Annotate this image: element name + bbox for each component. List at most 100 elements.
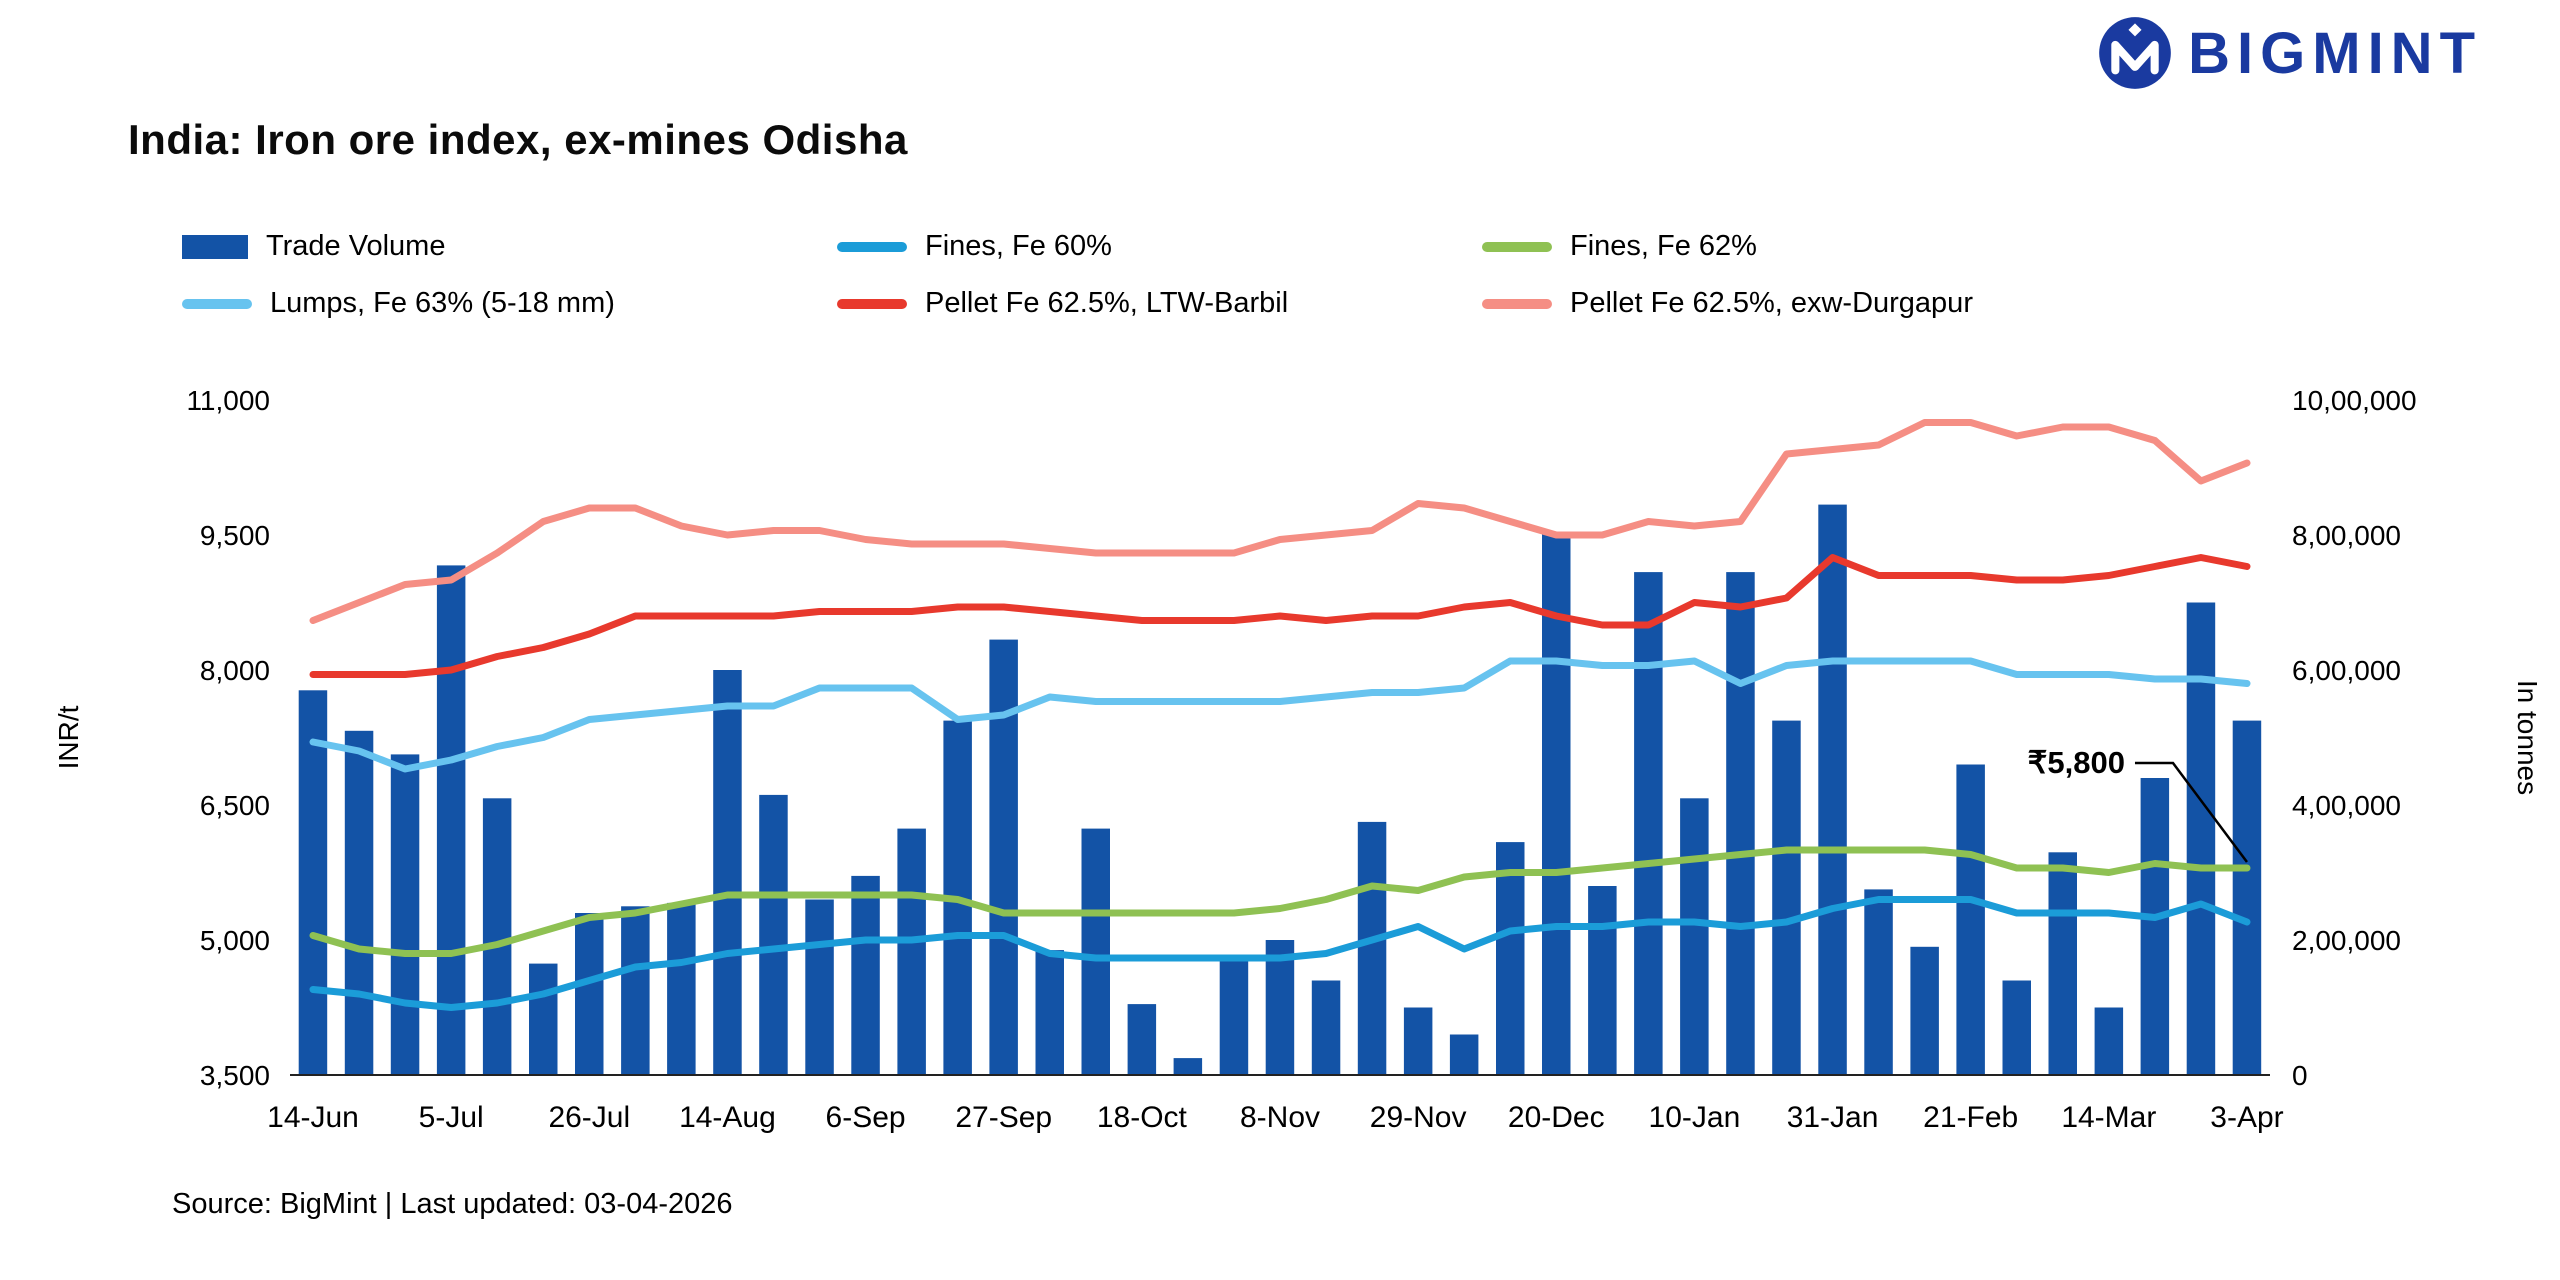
- x-axis-tick: 14-Jun: [267, 1101, 359, 1134]
- x-axis-tick: 14-Aug: [679, 1101, 776, 1134]
- bar: [1357, 821, 1387, 1075]
- bar: [1173, 1058, 1203, 1075]
- bigmint-wordmark: BIGMINT: [2188, 20, 2482, 86]
- bar: [667, 902, 696, 1075]
- x-axis-tick: 31-Jan: [1787, 1101, 1879, 1134]
- bar: [1219, 956, 1249, 1075]
- x-axis-tick: 3-Apr: [2210, 1101, 2283, 1134]
- x-axis-tick: 21-Feb: [1923, 1101, 2018, 1134]
- bar: [2094, 1007, 2124, 1075]
- bar: [1910, 946, 1939, 1076]
- x-axis-tick: 14-Mar: [2061, 1101, 2156, 1134]
- x-axis-tick: 27-Sep: [955, 1101, 1052, 1134]
- x-axis-tick: 6-Sep: [826, 1101, 906, 1134]
- bar: [436, 565, 466, 1075]
- chart-area: 3,500 5,000 6,500 8,000 9,500 11,000 0 2,00,000…: [40, 375, 2550, 1165]
- legend-item-trade-volume: Trade Volume: [182, 230, 837, 263]
- left-axis-tick: 9,500: [200, 520, 270, 551]
- right-axis-tick: 6,00,000: [2292, 655, 2401, 686]
- legend-label: Fines, Fe 60%: [925, 230, 1112, 262]
- bigmint-logo: BIGMINT: [2098, 16, 2482, 90]
- source-note: Source: BigMint | Last updated: 03-04-20…: [172, 1188, 733, 1220]
- annotation-leader-line: [2134, 761, 2248, 863]
- legend-item-fines-fe-62: Fines, Fe 62%: [1482, 230, 1973, 263]
- bar: [1496, 842, 1525, 1075]
- x-axis-tick: 29-Nov: [1370, 1101, 1467, 1134]
- left-axis-tick: 5,000: [200, 925, 270, 956]
- iron-ore-combo-chart: 3,500 5,000 6,500 8,000 9,500 11,000 0 2,00,000…: [53, 385, 2543, 1134]
- x-axis-tick: 26-Jul: [548, 1101, 630, 1134]
- bar: [1081, 828, 1110, 1075]
- bigmint-logo-icon: [2099, 17, 2171, 89]
- bar: [1864, 889, 1893, 1075]
- line-swatch-fines-fe-60: [837, 241, 907, 252]
- bar: [805, 899, 834, 1075]
- bar: [1634, 572, 1663, 1075]
- line-pellet-fe-62-5-exw-durgapur: [309, 419, 2251, 624]
- line-fines-fe-60: [309, 896, 2251, 1011]
- bar: [390, 754, 420, 1075]
- left-axis-tick: 11,000: [186, 385, 270, 416]
- right-axis-title: In tonnes: [2512, 680, 2543, 795]
- bar: [1726, 572, 1755, 1075]
- legend-label: Trade Volume: [266, 230, 446, 262]
- bar: [851, 875, 880, 1075]
- bar: [759, 794, 788, 1075]
- left-axis-tick: 8,000: [200, 655, 270, 686]
- line-pellet-fe-62-5-ltw-barbil: [309, 554, 2251, 678]
- bar: [1265, 940, 1295, 1075]
- bar: [1311, 980, 1341, 1075]
- bar: [1449, 1034, 1479, 1075]
- bar: [621, 906, 650, 1076]
- left-axis-tick: 6,500: [200, 790, 270, 821]
- legend-label: Fines, Fe 62%: [1570, 230, 1757, 262]
- bar: [1956, 764, 1985, 1075]
- left-axis-title: INR/t: [53, 705, 84, 769]
- bar: [482, 798, 512, 1076]
- bar: [1772, 720, 1801, 1075]
- x-axis-tick: 20-Dec: [1508, 1101, 1605, 1134]
- legend-item-pellet-fe-62-5-exw-durgapur: Pellet Fe 62.5%, exw-Durgapur: [1482, 287, 1973, 320]
- x-axis-tick: 10-Jan: [1649, 1101, 1741, 1134]
- price-annotation: ₹5,800: [2028, 745, 2125, 780]
- x-axis-tick: 5-Jul: [419, 1101, 484, 1134]
- bar: [989, 639, 1018, 1075]
- line-swatch-pellet-fe-62-5-ltw-barbil: [837, 298, 907, 309]
- bar: [1588, 886, 1617, 1075]
- bar: [2048, 852, 2077, 1076]
- bar: [1680, 798, 1709, 1076]
- bar: [1542, 531, 1571, 1075]
- bar: [1403, 1007, 1433, 1075]
- legend-item-pellet-fe-62-5-ltw-barbil: Pellet Fe 62.5%, LTW-Barbil: [837, 287, 1482, 320]
- bar: [529, 963, 558, 1075]
- bar: [298, 690, 328, 1075]
- x-axis-tick: 18-Oct: [1097, 1101, 1188, 1134]
- bar: [1818, 504, 1847, 1076]
- line-fines-fe-62: [309, 846, 2251, 957]
- legend-label: Pellet Fe 62.5%, LTW-Barbil: [925, 287, 1289, 319]
- right-axis-tick: 8,00,000: [2292, 520, 2401, 551]
- bar: [1127, 1004, 1157, 1075]
- bar: [344, 730, 374, 1076]
- legend-item-lumps-fe-63-5-18-mm: Lumps, Fe 63% (5-18 mm): [182, 287, 837, 320]
- chart-legend: Trade Volume Fines, Fe 60% Fines, Fe 62% Lu…: [182, 230, 1973, 320]
- right-axis-tick: 2,00,000: [2292, 925, 2401, 956]
- legend-label: Lumps, Fe 63% (5-18 mm): [270, 287, 615, 319]
- bar: [2232, 720, 2262, 1075]
- bar-swatch-trade-volume: [182, 234, 248, 259]
- bar: [713, 670, 742, 1075]
- bar: [2140, 778, 2170, 1075]
- x-axis-tick: 8-Nov: [1240, 1101, 1320, 1134]
- line-swatch-lumps-fe-63-5-18-mm: [182, 298, 252, 309]
- bar: [897, 828, 926, 1075]
- line-swatch-fines-fe-62: [1482, 241, 1552, 252]
- line-swatch-pellet-fe-62-5-exw-durgapur: [1482, 298, 1552, 309]
- bar: [1035, 950, 1064, 1075]
- line-lumps-fe-63-5-18-mm: [309, 657, 2251, 773]
- right-axis-tick: 0: [2292, 1060, 2308, 1091]
- right-axis-tick: 4,00,000: [2292, 790, 2401, 821]
- chart-title: India: Iron ore index, ex-mines Odisha: [128, 116, 908, 163]
- bar: [2002, 980, 2031, 1075]
- right-axis-tick: 10,00,000: [2292, 385, 2417, 416]
- left-axis-tick: 3,500: [200, 1060, 270, 1091]
